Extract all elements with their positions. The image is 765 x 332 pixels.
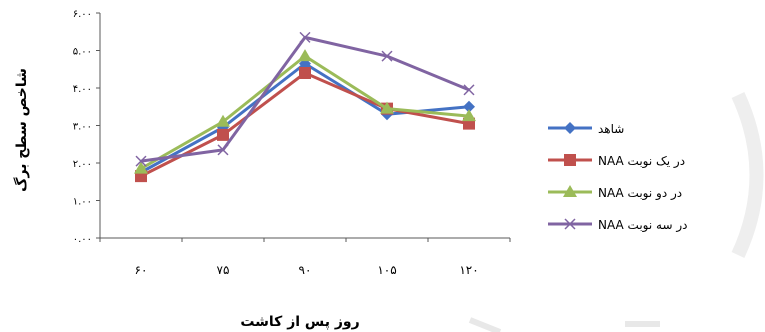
data-point — [216, 114, 230, 127]
series-group — [134, 31, 476, 183]
series-3 — [134, 49, 476, 174]
legend-label: NAA در دو نوبت — [598, 186, 682, 201]
data-point — [298, 49, 312, 62]
data-point — [381, 50, 393, 62]
series-line — [140, 62, 470, 174]
legend-entry: NAA در یک نوبت — [548, 154, 685, 169]
y-tick-label: ۶.۰۰ — [73, 9, 92, 20]
legend-label: شاهد — [598, 122, 624, 136]
axes — [99, 13, 510, 239]
legend-label: NAA در سه نوبت — [598, 218, 687, 233]
legend-marker — [563, 185, 577, 197]
decorative-arc — [731, 92, 764, 258]
y-tick-label: ۵.۰۰ — [73, 47, 92, 58]
series-4 — [135, 31, 475, 167]
y-tick-label: ۱.۰۰ — [73, 197, 92, 208]
x-tick-label: ۷۵ — [217, 263, 230, 277]
data-point — [299, 67, 311, 79]
data-point — [380, 101, 394, 114]
x-tick-label: ۶۰ — [135, 263, 148, 277]
legend-marker — [564, 122, 576, 134]
x-tick-label: ۱۲۰ — [459, 263, 478, 277]
legend-entry: NAA در دو نوبت — [548, 185, 682, 201]
series-line — [140, 71, 470, 178]
x-tick-label: ۱۰۵ — [377, 263, 396, 277]
data-point — [463, 100, 475, 113]
data-point — [462, 109, 476, 122]
x-tick-label: ۹۰ — [299, 263, 312, 277]
y-tick-label: ۳.۰۰ — [73, 122, 92, 133]
y-ticks: ۰.۰۰ ۱.۰۰ ۲.۰۰ ۳.۰۰ ۴.۰۰ ۵.۰۰ ۶.۰۰ — [73, 9, 100, 245]
legend-entry: NAA در سه نوبت — [548, 218, 687, 233]
x-ticks: ۶۰ ۷۵ ۹۰ ۱۰۵ ۱۲۰ — [99, 238, 511, 277]
y-axis-label: شاخص سطح برگ — [13, 68, 30, 192]
data-point — [135, 155, 147, 167]
legend-marker — [564, 218, 576, 230]
series-2 — [135, 67, 475, 183]
legend: شاهد NAA در یک نوبت NAA در دو نوبت NAA در س… — [548, 122, 687, 233]
data-point — [217, 128, 229, 141]
decorative-stroke — [468, 317, 502, 332]
legend-label: NAA در یک نوبت — [598, 154, 685, 169]
y-tick-label: ۲.۰۰ — [73, 159, 92, 170]
y-tick-label: ۴.۰۰ — [73, 84, 92, 95]
data-point — [217, 144, 229, 156]
legend-marker — [564, 154, 576, 166]
y-tick-label: ۰.۰۰ — [73, 234, 92, 245]
data-point — [463, 84, 475, 96]
data-point — [134, 161, 148, 174]
data-point — [299, 31, 311, 43]
x-axis-label: روز پس از کاشت — [240, 314, 359, 330]
legend-entry: شاهد — [548, 122, 624, 136]
